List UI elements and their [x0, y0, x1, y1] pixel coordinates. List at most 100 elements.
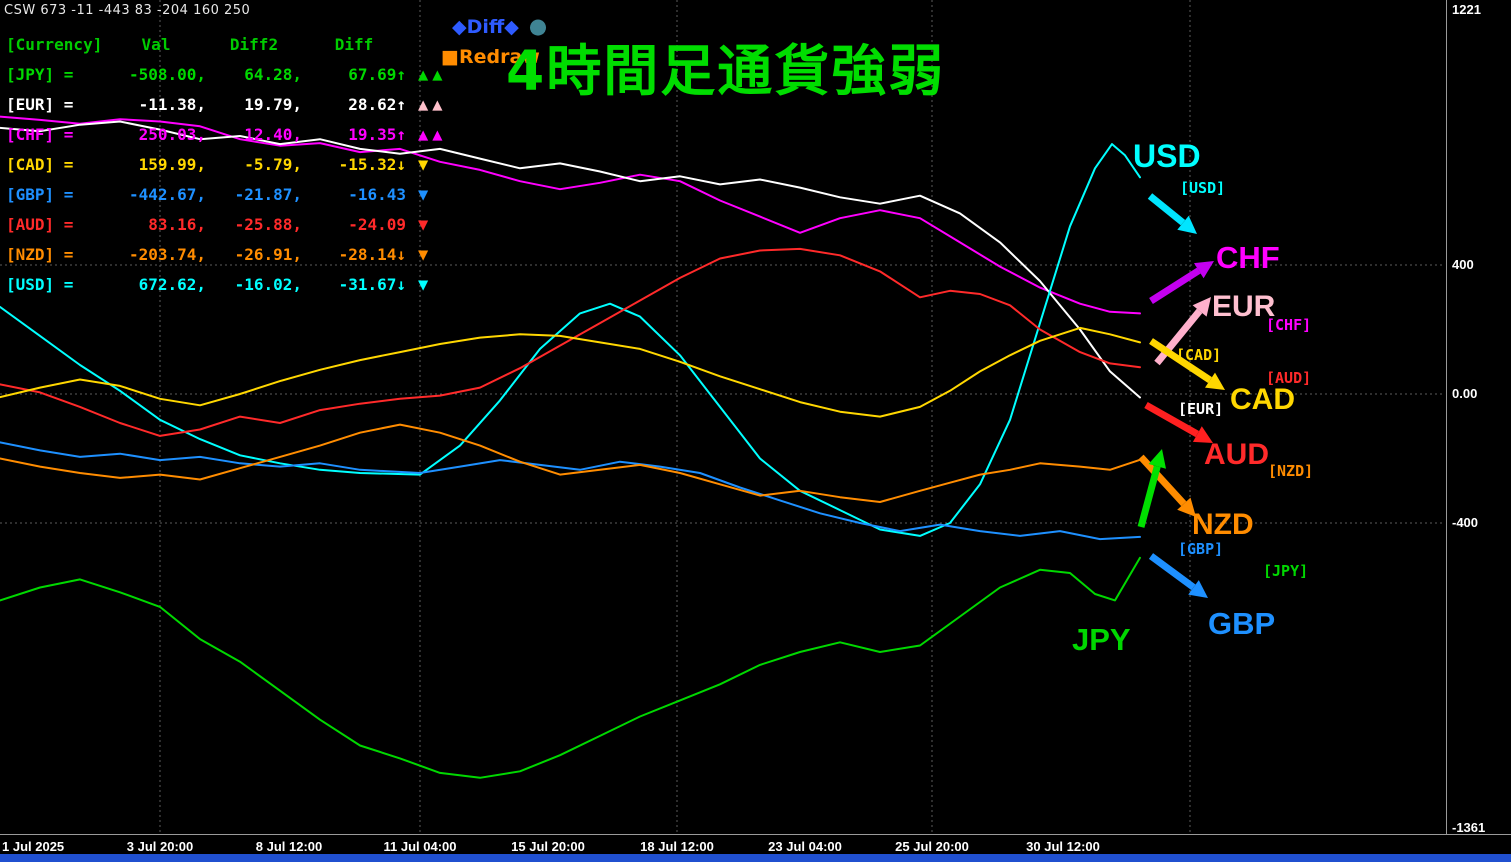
csw-values-line: CSW 673 -11 -443 83 -204 160 250 [4, 3, 251, 18]
x-axis-label: 30 Jul 12:00 [1026, 839, 1100, 854]
legend-cell: -25.88, [234, 215, 302, 234]
line-tag-cad: [CAD] [1176, 346, 1222, 364]
legend-cell: [GBP] = [6, 185, 74, 204]
legend-cell: -203.74, [128, 245, 206, 264]
series-line-jpy [0, 556, 1141, 779]
legend-cell: 19.79, [244, 95, 302, 114]
legend-cell: 19.35↑ [348, 125, 406, 144]
legend-cell: -442.67, [128, 185, 206, 204]
y-axis-label: -400 [1452, 515, 1479, 530]
legend-cell: [AUD] = [6, 215, 74, 234]
legend-cell: -26.91, [234, 245, 302, 264]
x-axis-label: 1 Jul 2025 [2, 839, 65, 854]
trend-triangle-icon: ▲▲ [418, 65, 447, 85]
trend-triangle-icon: ▲▲ [418, 95, 447, 115]
y-axis-line [1446, 0, 1447, 834]
x-axis-label: 3 Jul 20:00 [126, 839, 194, 854]
x-axis-line [0, 834, 1511, 835]
legend-cell: [CAD] = [6, 155, 74, 174]
series-line-cad [0, 326, 1141, 418]
legend-header-currency: [Currency] [6, 35, 103, 54]
jpy-arrow [1137, 465, 1161, 528]
chart-title: 4時間足通貨強弱 [506, 39, 946, 103]
currency-label-cad: CAD [1230, 383, 1295, 416]
legend-cell: -31.67↓ [338, 275, 406, 294]
currency-label-aud: AUD [1204, 438, 1269, 471]
aud-arrow [1144, 401, 1200, 438]
legend-header-diff: Diff [334, 35, 374, 54]
trend-triangle-icon: ▼ [418, 185, 433, 205]
legend-row-gbp: [GBP] = -442.67, -21.87, -16.43 ▼ [6, 180, 492, 210]
series-line-chf [0, 115, 1141, 315]
legend-cell: [USD] = [6, 275, 74, 294]
cad-arrow-head [1205, 372, 1225, 390]
currency-label-usd: USD [1133, 138, 1201, 174]
usd-arrow-head [1177, 215, 1197, 234]
legend-row-cad: [CAD] = 159.99, -5.79, -15.32↓ ▼ [6, 150, 492, 180]
legend-cell: [NZD] = [6, 245, 74, 264]
bottom-scrollbar[interactable] [0, 854, 1511, 862]
legend-header-diff2: Diff2 [229, 35, 279, 54]
legend-cell: -16.43 [348, 185, 406, 204]
legend-cell: 159.99, [138, 155, 206, 174]
legend-cell: 672.62, [138, 275, 206, 294]
usd-arrow [1147, 193, 1186, 226]
legend-rows: [JPY] = -508.00, 64.28, 67.69↑ ▲▲ [EUR] = -11.… [6, 60, 492, 300]
legend-row-nzd: [NZD] = -203.74, -26.91, -28.14↓ ▼ [6, 240, 492, 270]
x-axis-label: 18 Jul 12:00 [640, 839, 714, 854]
legend-cell: 64.28, [244, 65, 302, 84]
period-dot-icon: ● [528, 14, 548, 38]
eur-arrow [1154, 308, 1203, 366]
trend-triangle-icon: ▼ [418, 155, 433, 175]
diff-button-label: ◆Diff◆ [452, 16, 519, 38]
y-axis-label: 400 [1452, 257, 1474, 272]
legend-table: [Currency] Val Diff2 Diff [JPY] = -508.00… [6, 30, 492, 300]
legend-cell: 12.40, [244, 125, 302, 144]
series-line-aud [0, 247, 1141, 437]
y-axis-label: 1221 [1452, 2, 1481, 17]
legend-cell: -21.87, [234, 185, 302, 204]
gbp-arrow [1148, 553, 1196, 591]
legend-cell: -11.38, [138, 95, 206, 114]
currency-label-chf: CHF [1216, 240, 1280, 275]
jpy-arrow-head [1148, 449, 1166, 469]
legend-row-aud: [AUD] = 83.16, -25.88, -24.09 ▼ [6, 210, 492, 240]
x-axis-label: 11 Jul 04:00 [383, 839, 457, 854]
chf-arrow-head [1194, 261, 1214, 279]
trend-triangle-icon: ▼ [418, 215, 433, 235]
legend-cell: -28.14↓ [338, 245, 406, 264]
y-axis-label: 0.00 [1452, 386, 1478, 401]
legend-cell: -24.09 [348, 215, 406, 234]
legend-cell: 67.69↑ [348, 65, 406, 84]
series-line-eur [0, 120, 1141, 399]
line-tag-chf: [CHF] [1266, 316, 1312, 334]
x-axis-label: 8 Jul 12:00 [255, 839, 323, 854]
line-tag-gbp: [GBP] [1178, 540, 1224, 558]
legend-cell: [CHF] = [6, 125, 74, 144]
trend-triangle-icon: ▼ [418, 245, 433, 265]
currency-label-nzd: NZD [1192, 508, 1254, 541]
legend-row-usd: [USD] = 672.62, -16.02, -31.67↓ ▼ [6, 270, 492, 300]
chf-arrow [1149, 267, 1201, 304]
trend-triangle-icon: ▼ [418, 275, 433, 295]
x-axis-label: 23 Jul 04:00 [768, 839, 842, 854]
line-tag-jpy: [JPY] [1263, 562, 1309, 580]
legend-header-val: Val [141, 35, 171, 54]
nzd-arrow-head [1177, 497, 1196, 517]
diff-button[interactable]: ◆Diff◆ ● [452, 14, 547, 38]
nzd-arrow [1138, 454, 1187, 507]
y-axis-label: -1361 [1452, 820, 1486, 835]
legend-cell: [JPY] = [6, 65, 74, 84]
redraw-button[interactable]: ■Redraw [441, 46, 540, 68]
legend-cell: -5.79, [244, 155, 302, 174]
line-tag-usd: [USD] [1180, 179, 1226, 197]
cad-arrow [1149, 338, 1212, 384]
legend-cell: [EUR] = [6, 95, 74, 114]
line-tag-eur: [EUR] [1178, 400, 1224, 418]
legend-cell: -508.00, [128, 65, 206, 84]
currency-label-gbp: GBP [1208, 606, 1276, 641]
eur-arrow-head [1192, 297, 1211, 317]
gbp-arrow-head [1188, 580, 1208, 598]
